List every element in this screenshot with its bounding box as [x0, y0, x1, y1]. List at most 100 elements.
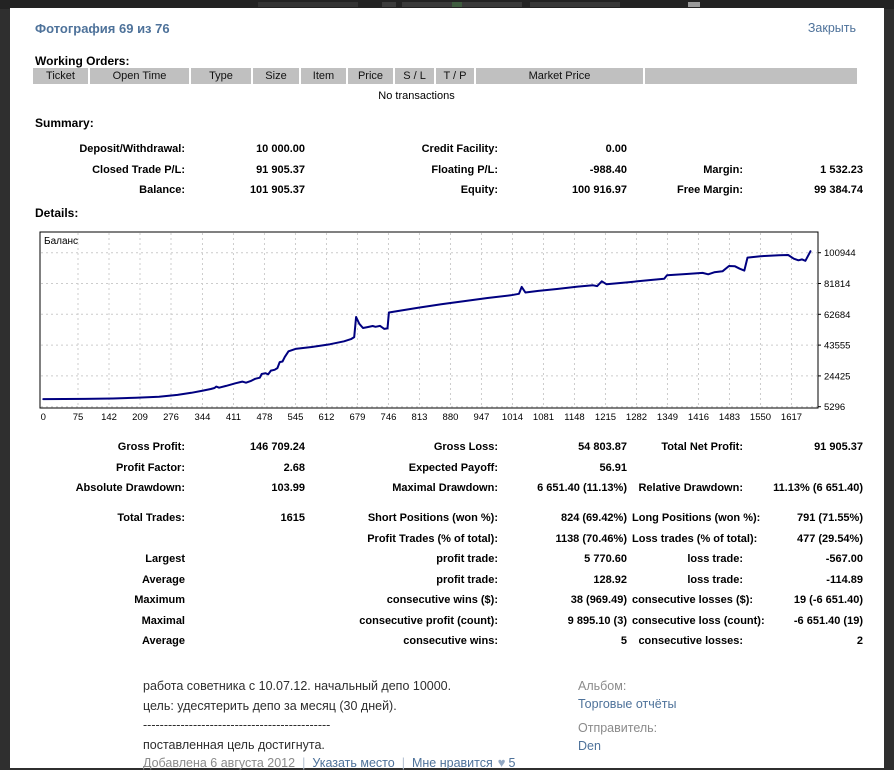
photo-meta-line: Добавлена 6 августа 2012 | Указать место | М… [143, 755, 515, 770]
album-link[interactable]: Торговые отчёты [578, 697, 677, 711]
report-value: 477 (29.54%) [796, 532, 863, 545]
x-tick-label: 813 [412, 412, 428, 423]
report-row: Closed Trade P/L: 91 905.37 Floating P/L: -… [10, 160, 884, 181]
summary-rows: Deposit/Withdrawal: 10 000.00 Credit Facil… [10, 139, 884, 201]
close-button[interactable]: Закрыть [807, 21, 856, 35]
report-label: profit trade: [436, 573, 498, 586]
stats-rows-top: Gross Profit: 146 709.24 Gross Loss: 54 803… [10, 437, 884, 499]
wo-column-header: Ticket [33, 68, 88, 84]
report-row: Average consecutive wins: 5 consecutive los… [10, 631, 884, 652]
x-tick-label: 1282 [626, 412, 647, 423]
x-tick-label: 75 [73, 412, 84, 423]
report-label: Loss trades (% of total): [632, 532, 758, 545]
report-label: consecutive losses ($): [632, 594, 754, 606]
report-value [188, 631, 305, 652]
report-value: -6 651.40 (19) [793, 614, 863, 627]
report-value: 91 905.37 [256, 163, 305, 176]
report-value: 2 [856, 635, 863, 647]
report-label: Equity: [460, 184, 498, 196]
report-label [10, 529, 185, 550]
backdrop-fragment [402, 2, 522, 7]
report-label: Maximal Drawdown: [392, 482, 498, 494]
report-value: 103.99 [271, 482, 305, 494]
report-row: Average profit trade: 128.92 loss trade: -11… [10, 570, 884, 591]
report-value: 19 (-6 651.40) [793, 594, 863, 606]
set-place-link[interactable]: Указать место [312, 756, 395, 770]
photo-caption: работа советника с 10.07.12. начальный д… [143, 677, 573, 755]
x-tick-label: 209 [132, 412, 148, 423]
report-label: Closed Trade P/L: [92, 163, 185, 176]
meta-separator: | [401, 756, 405, 770]
report-value [188, 570, 305, 591]
wo-column-header: S / L [395, 68, 434, 84]
report-label: Average [141, 573, 185, 586]
report-label: consecutive profit (count): [359, 614, 498, 627]
report-row: Absolute Drawdown: 103.99 Maximal Drawdown… [10, 478, 884, 499]
report-value: 38 (969.49) [570, 594, 627, 606]
report-row: Total Trades: 1615 Short Positions (won %)… [10, 508, 884, 529]
backdrop-fragment [688, 2, 700, 7]
report-value [188, 590, 305, 611]
report-label: Profit Trades (% of total): [367, 532, 498, 545]
report-value: 54 803.87 [578, 441, 627, 453]
backdrop-fragment [258, 2, 358, 7]
y-tick-label: 100944 [824, 248, 856, 259]
report-label: Expected Payoff: [408, 461, 498, 474]
album-label: Альбом: [578, 679, 627, 693]
report-value: 11.13% (6 651.40) [773, 482, 863, 494]
x-tick-label: 679 [350, 412, 366, 423]
report-value [746, 139, 863, 160]
report-photo[interactable]: Working Orders: Ticket Open Time Type Size I… [10, 8, 884, 668]
y-tick-label: 81814 [824, 279, 850, 290]
sender-link[interactable]: Den [578, 739, 601, 753]
report-value: -988.40 [589, 163, 627, 176]
report-value: 10 000.00 [256, 143, 305, 155]
report-label: Maximal [141, 614, 185, 627]
x-tick-label: 545 [288, 412, 304, 423]
photo-info-sidebar: Альбом: Торговые отчёты Отправитель: Den [578, 679, 676, 753]
x-tick-label: 276 [163, 412, 179, 423]
x-tick-label: 1215 [595, 412, 616, 423]
backdrop-fragment [530, 2, 620, 7]
y-tick-label: 5296 [824, 402, 845, 413]
x-tick-label: 612 [319, 412, 335, 423]
like-link[interactable]: Мне нравится ♥ 5 [412, 755, 516, 770]
report-label: Total Net Profit: [661, 441, 743, 453]
report-row: Gross Profit: 146 709.24 Gross Loss: 54 803… [10, 437, 884, 458]
sender-label: Отправитель: [578, 721, 658, 735]
x-tick-label: 947 [474, 412, 490, 423]
backdrop-fragment [382, 2, 396, 7]
report-value: 6 651.40 (11.13%) [537, 482, 627, 494]
x-tick-label: 411 [226, 412, 241, 423]
report-row: Deposit/Withdrawal: 10 000.00 Credit Facil… [10, 139, 884, 160]
summary-heading: Summary: [35, 116, 94, 130]
x-tick-label: 746 [381, 412, 397, 423]
report-value: 128.92 [593, 573, 627, 586]
report-value: 791 (71.55%) [796, 512, 863, 524]
report-label: Short Positions (won %): [367, 512, 498, 524]
meta-separator: | [302, 756, 306, 770]
wo-column-header: Type [191, 68, 251, 84]
wo-column-header: Open Time [90, 68, 189, 84]
report-value [188, 611, 305, 632]
report-value: -567.00 [825, 553, 863, 565]
like-count: 5 [508, 756, 516, 770]
report-row: Profit Trades (% of total): 1138 (70.46%)… [10, 529, 884, 550]
caption-line: ----------------------------------------… [143, 718, 331, 732]
x-tick-label: 142 [101, 412, 117, 423]
x-tick-label: 1148 [564, 412, 584, 423]
report-value: 0.00 [605, 143, 627, 155]
report-label: Gross Profit: [117, 441, 185, 453]
report-value: 2.68 [283, 461, 305, 474]
caption-line: работа советника с 10.07.12. начальный д… [143, 679, 452, 693]
report-value: 99 384.74 [814, 184, 863, 196]
added-date: Добавлена 6 августа 2012 [143, 756, 296, 770]
report-label: Margin: [703, 163, 743, 176]
report-value: 5 [620, 635, 627, 647]
report-value: 824 (69.42%) [560, 512, 627, 524]
report-label: Floating P/L: [431, 163, 498, 176]
x-tick-label: 1349 [657, 412, 678, 423]
report-value: 1 532.23 [820, 163, 863, 176]
photo-viewer-modal: Фотография 69 из 76 Закрыть Working Orde… [10, 8, 884, 770]
